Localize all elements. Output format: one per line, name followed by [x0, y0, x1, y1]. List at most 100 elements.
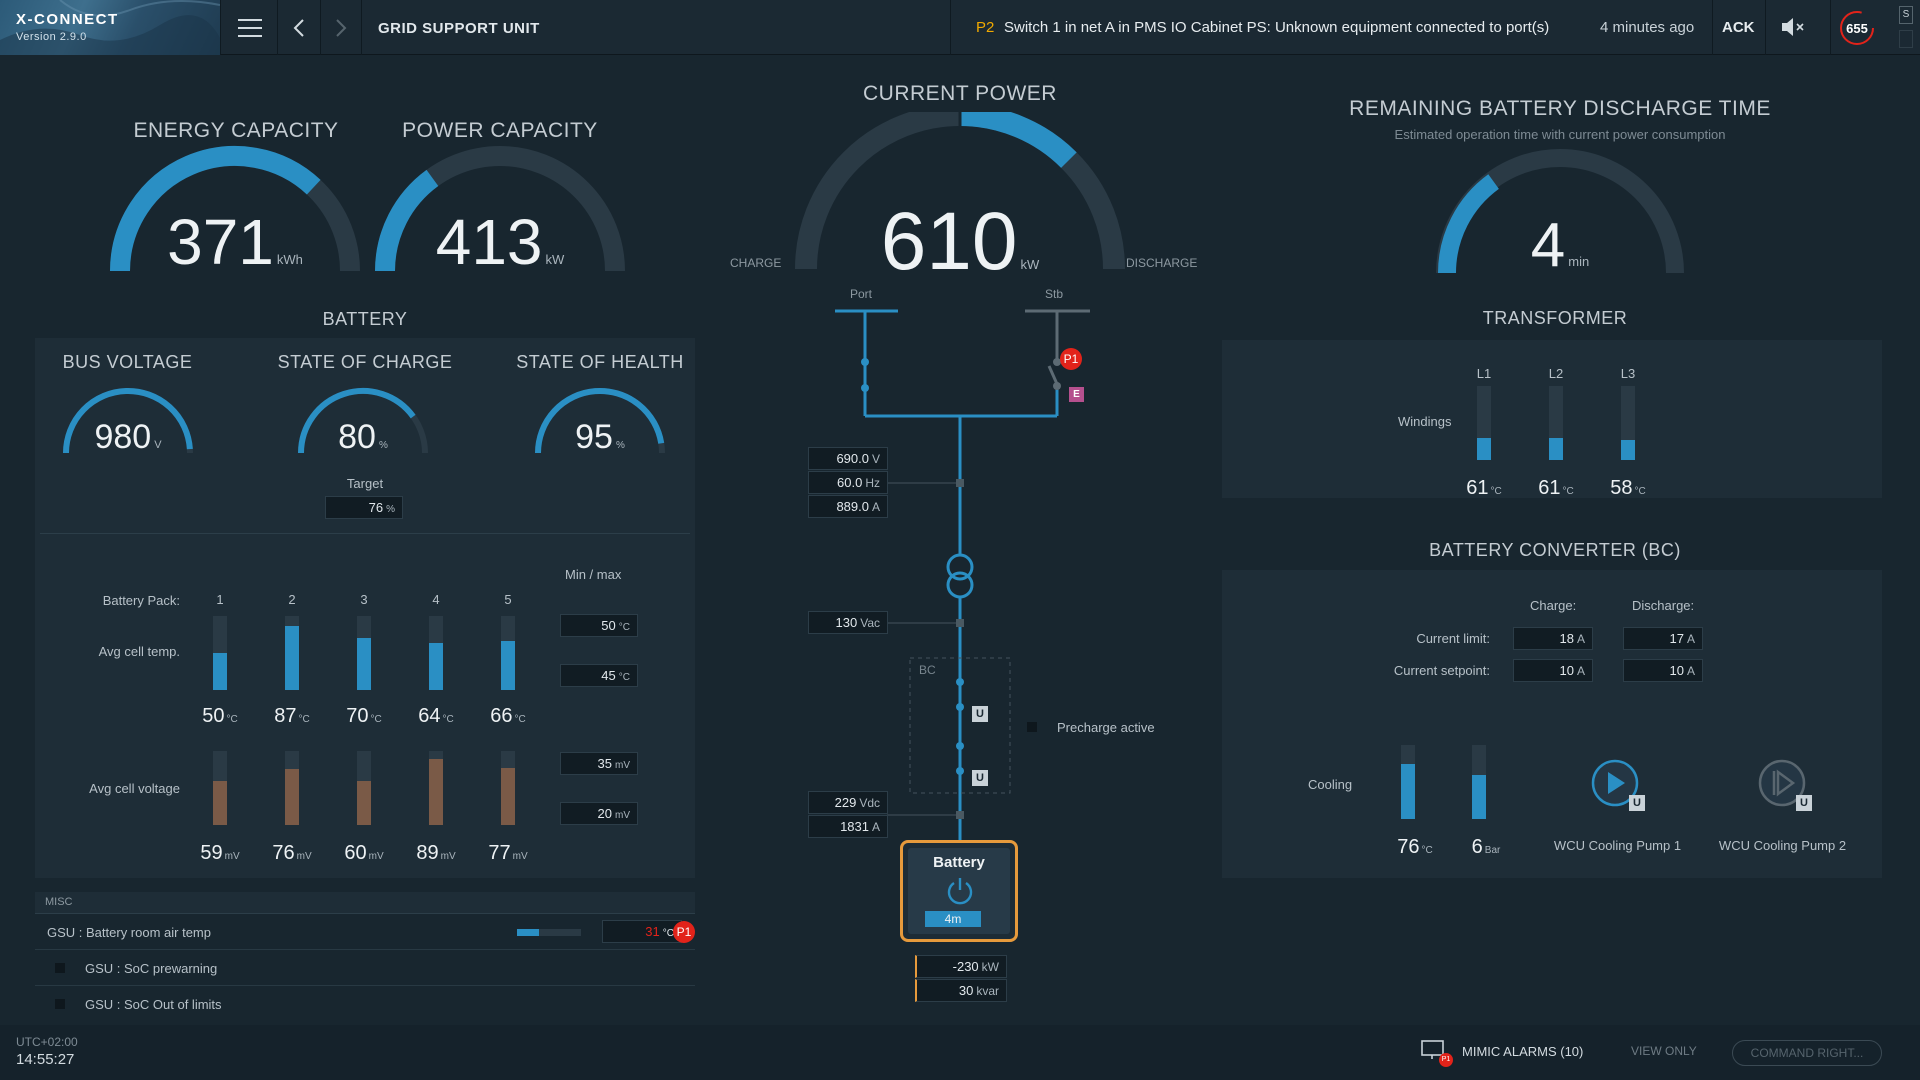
- converter-panel: [1222, 570, 1882, 878]
- cooling-temp-number: 76: [1397, 836, 1420, 858]
- misc-row-soc-out-of-limits[interactable]: GSU : SoC Out of limits: [35, 986, 695, 1022]
- winding-temp-bar: [1477, 386, 1491, 460]
- back-button[interactable]: [278, 0, 320, 55]
- pack-temp-bar-fill: [357, 638, 371, 690]
- status-indicator: [55, 963, 65, 973]
- pack-voltage-value: 60 mV: [329, 842, 399, 865]
- voltage-field[interactable]: 690.0 V: [808, 447, 888, 470]
- breaker-alarm-badge[interactable]: P1: [1060, 348, 1082, 370]
- discharge-limit-field[interactable]: 17 A: [1623, 627, 1703, 650]
- port-bus-label: Port: [850, 287, 873, 301]
- volt-max-field[interactable]: 35 mV: [560, 752, 638, 775]
- discharge-label: DISCHARGE: [1126, 256, 1198, 270]
- alarm-message: Switch 1 in net A in PMS IO Cabinet PS: …: [1004, 19, 1550, 36]
- soc-target-unit: %: [386, 504, 395, 515]
- ack-button[interactable]: ACK: [1722, 19, 1755, 36]
- power-capacity-gauge: [375, 146, 625, 272]
- charge-setpoint-value: 10: [1559, 663, 1574, 678]
- logo-texture: [0, 0, 220, 55]
- alarm-bar[interactable]: P2 Switch 1 in net A in PMS IO Cabinet P…: [950, 0, 1765, 55]
- air-temp-field[interactable]: 31 °C: [602, 920, 682, 943]
- cooling-pressure-value: 6 Bar: [1451, 836, 1521, 859]
- temp-min-field[interactable]: 45 °C: [560, 664, 638, 687]
- misc-header: MISC: [35, 892, 695, 914]
- alarm-count-ring-icon: [1840, 11, 1874, 45]
- vdc-field[interactable]: 229 Vdc: [808, 791, 888, 814]
- pack-voltage-value: 77 mV: [473, 842, 543, 865]
- kw-field[interactable]: -230 kW: [915, 955, 1007, 978]
- forward-button[interactable]: [321, 0, 361, 55]
- pack-voltage-unit: mV: [224, 851, 240, 862]
- phase-label: L2: [1548, 366, 1564, 381]
- single-line-diagram: [835, 309, 1090, 840]
- play-icon: [1591, 759, 1639, 807]
- pack-temp-bar-fill: [285, 625, 299, 690]
- air-temp-value: 31: [645, 924, 660, 939]
- monitor-icon: [1421, 1040, 1444, 1059]
- soh-gauge: [535, 388, 665, 454]
- mute-button[interactable]: [1766, 0, 1816, 55]
- avg-cell-voltage-label: Avg cell voltage: [89, 781, 180, 796]
- divider: [1830, 0, 1831, 55]
- cooling-pump-1-label: WCU Cooling Pump 1: [1553, 838, 1682, 853]
- bus-voltage-number: 980: [94, 418, 152, 456]
- app-name: X-CONNECT: [16, 11, 119, 28]
- misc-row-air-temp[interactable]: GSU : Battery room air temp 31 °C P1: [35, 914, 695, 950]
- kw-value: -230: [952, 959, 979, 974]
- energy-capacity-value: 371 kWh: [135, 205, 335, 279]
- cooling-pump-1-button[interactable]: U: [1589, 757, 1647, 815]
- divider: [1765, 0, 1766, 55]
- battery-section-title: BATTERY: [322, 309, 408, 329]
- side-tab-s[interactable]: S: [1899, 6, 1913, 24]
- soh-number: 95: [575, 418, 613, 456]
- cooling-pump-2-button[interactable]: U: [1756, 757, 1814, 815]
- bus-voltage-unit: V: [154, 439, 162, 451]
- mimic-alarm-badge: P1: [1439, 1053, 1453, 1067]
- volt-min-field[interactable]: 20 mV: [560, 802, 638, 825]
- pack-voltage-bar-fill: [285, 768, 299, 825]
- soc-number: 80: [338, 418, 376, 456]
- battery-block[interactable]: Battery 4m: [900, 840, 1018, 942]
- idc-field[interactable]: 1831 A: [808, 815, 888, 838]
- discharge-setpoint-field[interactable]: 10 A: [1623, 659, 1703, 682]
- charge-limit-field[interactable]: 18 A: [1513, 627, 1593, 650]
- pack-voltage-number: 59: [200, 842, 223, 864]
- alarm-priority: P2: [976, 19, 995, 36]
- mimic-alarms-button[interactable]: P1 MIMIC ALARMS (10): [1420, 1039, 1600, 1067]
- alarm-count-button[interactable]: 655: [1838, 9, 1876, 47]
- pack-temp-bar: [429, 616, 443, 690]
- idc-value: 1831: [840, 819, 869, 834]
- menu-button[interactable]: [221, 0, 277, 55]
- misc-row-soc-prewarning[interactable]: GSU : SoC prewarning: [35, 950, 695, 986]
- soc-target-field[interactable]: 76%: [325, 496, 403, 519]
- kvar-value: 30: [958, 983, 974, 998]
- vac-field[interactable]: 130 Vac: [808, 611, 888, 634]
- kvar-field[interactable]: 30 kvar: [915, 979, 1007, 1002]
- pack-voltage-number: 77: [488, 842, 511, 864]
- soh-unit: %: [615, 440, 625, 451]
- volt-min-unit: mV: [615, 810, 630, 821]
- pack-temp-unit: °C: [298, 714, 310, 725]
- temp-max-field[interactable]: 50 °C: [560, 614, 638, 637]
- kw-unit: kW: [981, 960, 999, 974]
- pack-voltage-bar: [501, 751, 515, 825]
- misc-row-label: GSU : SoC Out of limits: [85, 997, 222, 1012]
- current-field[interactable]: 889.0 A: [808, 495, 888, 518]
- pack-voltage-bar-fill: [357, 780, 371, 825]
- pack-voltage-number: 89: [416, 842, 439, 864]
- battery-time-badge: 4m: [925, 911, 981, 927]
- current-value: 889.0: [836, 499, 869, 514]
- misc-row-label: GSU : SoC prewarning: [85, 961, 218, 976]
- side-tab[interactable]: [1899, 30, 1913, 48]
- idc-unit: A: [871, 820, 880, 834]
- air-temp-alarm-badge[interactable]: P1: [673, 921, 695, 943]
- pack-temp-bar-fill: [213, 653, 227, 690]
- cooling-pump-2-label: WCU Cooling Pump 2: [1718, 838, 1847, 853]
- pack-voltage-value: 59 mV: [185, 842, 255, 865]
- frequency-field[interactable]: 60.0 Hz: [808, 471, 888, 494]
- command-right-button[interactable]: COMMAND RIGHT...: [1732, 1040, 1882, 1066]
- divider: [1712, 0, 1713, 55]
- earth-tag: E: [1069, 387, 1084, 402]
- charge-setpoint-field[interactable]: 10 A: [1513, 659, 1593, 682]
